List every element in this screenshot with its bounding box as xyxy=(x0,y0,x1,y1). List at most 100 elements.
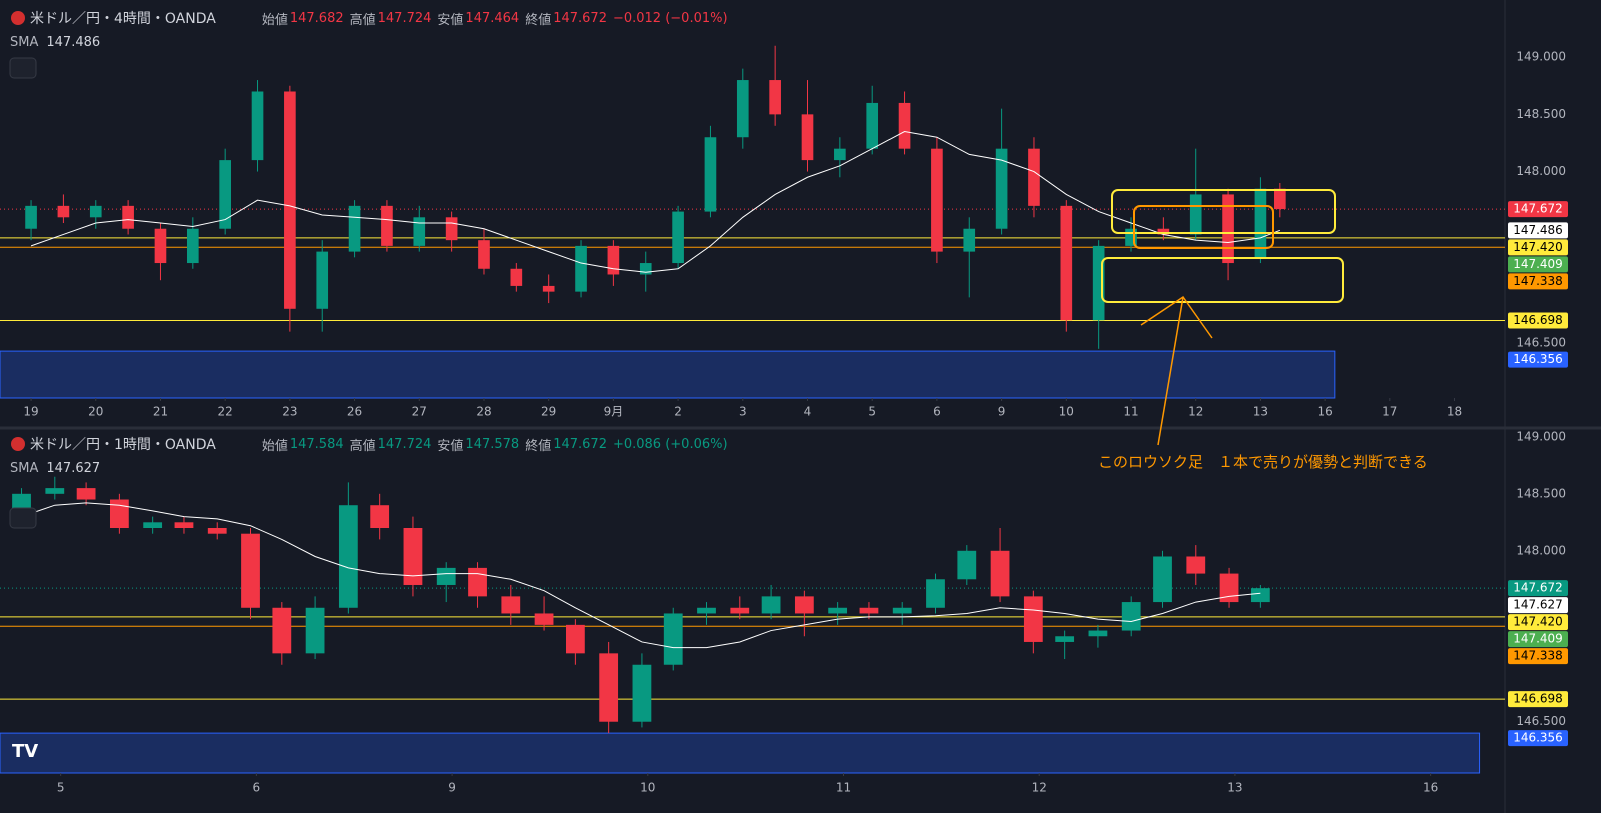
candle-body xyxy=(828,607,848,614)
candle-body xyxy=(1121,602,1141,631)
price-tag xyxy=(1508,730,1568,747)
candle-body xyxy=(25,205,37,229)
candle-body xyxy=(284,91,296,309)
candle-body xyxy=(639,263,652,275)
x-tick-label: 11 xyxy=(1123,405,1138,419)
candle-body xyxy=(926,579,945,608)
candle-body xyxy=(338,505,358,608)
candle-body xyxy=(599,653,619,722)
candle-body xyxy=(370,505,390,528)
y-tick-label: 148.500 xyxy=(1516,486,1566,500)
ohlc-label: 終値 xyxy=(525,12,552,28)
symbol: 米ドル／円・1時間・OANDA xyxy=(30,437,216,453)
change: −0.012 (−0.01%) xyxy=(612,10,728,26)
collapse-button[interactable] xyxy=(9,507,37,529)
indicator-legend: SMA 147.486 xyxy=(10,35,100,50)
ohlc-value: 147.672 xyxy=(553,10,607,26)
candle-body xyxy=(730,607,750,614)
x-tick-label: 19 xyxy=(23,405,38,419)
candle-body xyxy=(663,613,683,665)
candle-body xyxy=(413,217,426,246)
price-tag-label: 147.486 xyxy=(1513,223,1563,237)
candle-body xyxy=(761,596,781,614)
price-tag xyxy=(1508,648,1568,665)
candle-body xyxy=(219,160,231,229)
price-tag xyxy=(1508,597,1568,614)
x-tick-label: 13 xyxy=(1253,405,1268,419)
collapse-button[interactable] xyxy=(9,57,37,79)
price-tag-label: 146.698 xyxy=(1513,313,1563,327)
candle-body xyxy=(801,114,814,161)
zone xyxy=(0,350,1336,399)
x-tick-label: 21 xyxy=(153,405,168,419)
candle-body xyxy=(1092,245,1105,321)
price-tag xyxy=(1508,351,1568,368)
candle-body xyxy=(542,285,555,292)
candle-body xyxy=(931,148,943,252)
candle-body xyxy=(1250,588,1270,603)
candle-body xyxy=(109,499,129,528)
price-tag-label: 147.338 xyxy=(1513,649,1563,663)
ohlc-label: 高値 xyxy=(349,438,376,454)
symbol: 米ドル／円・4時間・OANDA xyxy=(30,11,216,27)
x-tick-label: 29 xyxy=(541,405,556,419)
candle-body xyxy=(45,488,65,494)
candle-body xyxy=(632,664,652,722)
candle-body xyxy=(76,488,96,500)
sma-line xyxy=(21,502,1261,649)
y-tick-label: 149.000 xyxy=(1516,50,1566,64)
candle-body xyxy=(403,528,423,585)
candle-body xyxy=(1125,228,1137,246)
ohlc-label: 始値 xyxy=(261,438,288,454)
indicator-value: 147.486 xyxy=(46,35,101,50)
candle-body xyxy=(736,80,749,138)
indicator-legend: SMA 147.627 xyxy=(10,461,100,476)
price-tag xyxy=(1508,691,1568,708)
candle-body xyxy=(1023,596,1043,642)
candle-body xyxy=(1219,573,1239,603)
candle-body xyxy=(1088,630,1108,637)
candle-body xyxy=(575,245,587,292)
price-tag-label: 147.672 xyxy=(1513,202,1563,216)
y-tick-label: 148.500 xyxy=(1516,107,1566,121)
candle-body xyxy=(607,245,620,275)
candle-body xyxy=(990,550,1010,597)
logo: TV xyxy=(12,741,38,762)
price-tag-label: 147.672 xyxy=(1513,581,1563,595)
x-tick-label: 11 xyxy=(836,781,851,795)
indicator-name: SMA xyxy=(10,461,39,476)
symbol-flag xyxy=(11,11,25,25)
candle-body xyxy=(186,228,199,264)
candle-body xyxy=(704,137,717,212)
price-tag xyxy=(1508,256,1568,273)
price-tag-label: 147.409 xyxy=(1513,257,1563,271)
candle-body xyxy=(57,205,70,218)
candle-body xyxy=(143,522,163,528)
annotation-box xyxy=(1111,189,1336,234)
x-tick-label: 5 xyxy=(57,781,65,795)
candle-body xyxy=(348,205,361,252)
candle-body xyxy=(501,596,521,614)
ohlc-value: 147.584 xyxy=(289,436,344,452)
ohlc-value: 147.682 xyxy=(289,10,344,26)
x-tick-label: 16 xyxy=(1423,781,1438,795)
x-tick-label: 12 xyxy=(1188,405,1203,419)
price-tag xyxy=(1508,273,1568,290)
candle-body xyxy=(1028,148,1040,206)
candle-body xyxy=(769,80,781,115)
ohlc-value: 147.724 xyxy=(377,436,432,452)
x-tick-label: 10 xyxy=(1059,405,1074,419)
candle-body xyxy=(154,228,167,264)
x-tick-label: 9 xyxy=(998,405,1006,419)
price-tag xyxy=(1508,239,1568,256)
annotation-box xyxy=(1133,205,1274,249)
x-tick-label: 17 xyxy=(1382,405,1397,419)
price-tag-label: 147.338 xyxy=(1513,274,1563,288)
y-tick-label: 148.000 xyxy=(1516,164,1566,178)
candle-body xyxy=(1254,188,1267,258)
x-tick-label: 18 xyxy=(1447,405,1462,419)
y-tick-label: 149.000 xyxy=(1516,429,1566,443)
candle-body xyxy=(510,268,523,286)
